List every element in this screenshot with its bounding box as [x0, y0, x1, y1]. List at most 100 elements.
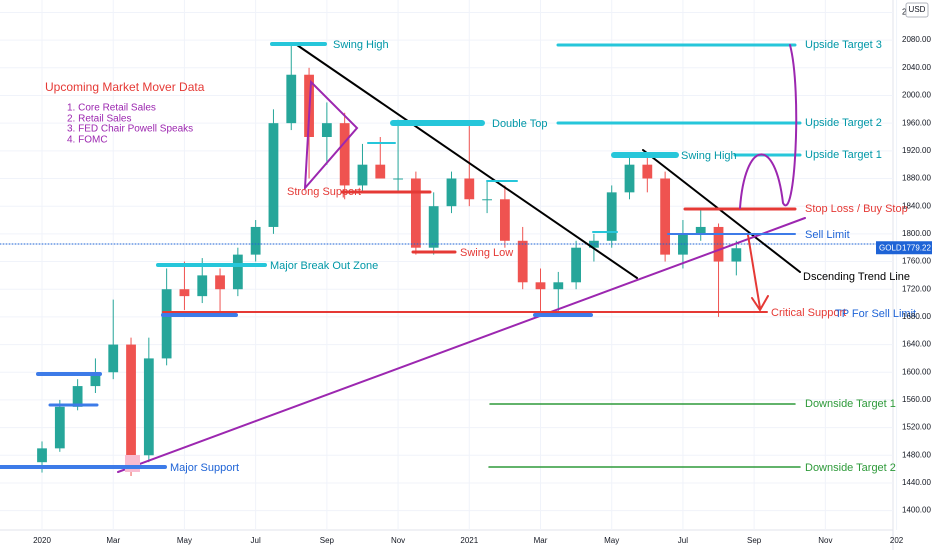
candle-body: [268, 123, 279, 227]
candle-body: [375, 164, 386, 179]
candle-body: [713, 226, 724, 262]
notes-item: 1. Core Retail Sales: [67, 103, 156, 114]
x-tick-label: Mar: [534, 536, 548, 545]
label: Downside Target 1: [805, 398, 896, 410]
trend-line: [642, 149, 801, 273]
support-zone: [125, 455, 140, 472]
candle-body: [695, 226, 706, 234]
triangle: [303, 79, 359, 191]
notes-item: 2. Retail Sales: [67, 114, 131, 125]
label: Upside Target 2: [805, 117, 882, 129]
y-tick-label: 1480.00: [902, 450, 931, 459]
x-tick-label: 2020: [33, 536, 51, 545]
y-tick-label: 1760.00: [902, 257, 931, 266]
candle-body: [90, 372, 101, 387]
candle-body: [446, 178, 457, 207]
candle-body: [482, 199, 492, 201]
y-tick-label: 1800.00: [902, 229, 931, 238]
label: Swing Low: [460, 247, 513, 259]
candle-body: [215, 275, 225, 290]
y-tick-label: 2040.00: [902, 63, 931, 72]
axis: 1400.00 1440.00 1480.00 1520.00 1560.00 1600.…: [33, 8, 931, 546]
drawings: [0, 42, 894, 473]
candle-body: [126, 344, 136, 456]
support-trend-line: [117, 217, 806, 473]
y-tick-label: 2: [902, 8, 907, 17]
label: Swing High: [681, 150, 737, 162]
label: Upside Target 3: [805, 39, 882, 51]
candle-body: [179, 289, 190, 297]
candle-body: [571, 247, 582, 283]
candle-body: [197, 275, 208, 297]
label: Major Support: [170, 462, 239, 474]
candle-body: [678, 233, 688, 255]
candle-body: [72, 386, 83, 407]
y-tick-label: 1560.00: [902, 395, 931, 404]
candle-body: [499, 199, 510, 241]
y-tick-label: 1840.00: [902, 201, 931, 210]
y-tick-label: 2000.00: [902, 91, 931, 100]
last-price: 1779.22: [902, 243, 931, 252]
candle-body: [624, 164, 635, 193]
label: Swing High: [333, 39, 389, 51]
candle-body: [464, 178, 475, 200]
x-tick-label: Nov: [391, 536, 405, 545]
notes-item: 4. FOMC: [67, 135, 108, 146]
x-tick-label: May: [177, 536, 192, 545]
y-tick-label: 1680.00: [902, 312, 931, 321]
label: Major Break Out Zone: [270, 260, 378, 272]
candle-body: [606, 192, 617, 241]
currency-box: [905, 2, 929, 18]
candle-body: [517, 240, 528, 283]
candle-body: [393, 178, 403, 180]
y-tick-label: 1920.00: [902, 146, 931, 155]
annotations: Upcoming Market Mover Data 1. Core Retai…: [45, 39, 916, 474]
x-tick-label: Jul: [678, 536, 688, 545]
candle-body: [339, 123, 350, 186]
label: Stop Loss / Buy Stop: [805, 203, 908, 215]
x-tick-label: Nov: [818, 536, 832, 545]
candle-body: [731, 248, 742, 262]
axes-frame: [0, 0, 894, 550]
y-tick-label: 2080.00: [902, 35, 931, 44]
price-tag: GOLD 1779.22: [876, 241, 932, 255]
y-tick-label: 1640.00: [902, 340, 931, 349]
candles: [37, 43, 742, 477]
candle-body: [108, 344, 119, 373]
y-tick-label: 1600.00: [902, 367, 931, 376]
candle-body: [535, 282, 546, 290]
candle-body: [428, 206, 439, 248]
candle-body: [321, 123, 332, 137]
projection-curve: [739, 44, 798, 209]
candle-body: [232, 254, 243, 290]
label: Upside Target 1: [805, 149, 882, 161]
x-tick-label: Mar: [106, 536, 120, 545]
candle-body: [410, 178, 421, 248]
arrow: [747, 234, 769, 312]
candle-body: [37, 448, 47, 463]
candle-body: [642, 164, 653, 179]
x-tick-label: May: [604, 536, 619, 545]
y-tick-label: 1520.00: [902, 423, 931, 432]
candle-body: [357, 164, 368, 186]
candle-body: [250, 226, 261, 255]
x-tick-label: Sep: [320, 536, 335, 545]
y-tick-label: 1960.00: [902, 118, 931, 127]
candle-body: [161, 289, 172, 359]
symbol: GOLD: [879, 243, 902, 252]
y-tick-label: 1720.00: [902, 284, 931, 293]
label: Sell Limit: [805, 229, 850, 241]
y-tick-label: 1400.00: [902, 506, 931, 515]
label: Downside Target 2: [805, 462, 896, 474]
label: Strong Support: [287, 186, 361, 198]
candle-body: [286, 74, 297, 124]
notes-item: 3. FED Chair Powell Speaks: [67, 124, 193, 135]
y-tick-label: 1440.00: [902, 478, 931, 487]
trend-line: [296, 44, 638, 279]
label: Critical Support: [771, 307, 846, 319]
x-tick-label: 202: [890, 536, 904, 545]
currency: USD: [909, 5, 926, 14]
notes-title: Upcoming Market Mover Data: [45, 80, 205, 94]
label: Dscending Trend Line: [803, 271, 910, 283]
candle-body: [143, 358, 154, 456]
